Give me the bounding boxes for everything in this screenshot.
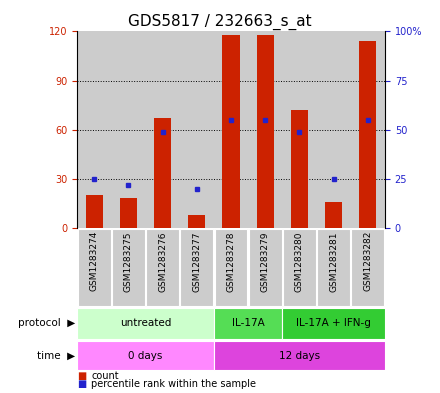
- Text: GDS5817 / 232663_s_at: GDS5817 / 232663_s_at: [128, 14, 312, 30]
- Bar: [188, 215, 205, 228]
- FancyBboxPatch shape: [282, 308, 385, 339]
- Bar: [154, 118, 171, 228]
- Text: IL-17A: IL-17A: [232, 318, 264, 328]
- Text: 12 days: 12 days: [279, 351, 320, 361]
- Text: untreated: untreated: [120, 318, 171, 328]
- FancyBboxPatch shape: [112, 229, 145, 306]
- Text: ■: ■: [77, 371, 86, 381]
- Bar: [291, 110, 308, 228]
- Bar: [120, 198, 137, 228]
- Text: IL-17A + IFN-g: IL-17A + IFN-g: [296, 318, 371, 328]
- Bar: [223, 35, 239, 228]
- Text: ■: ■: [77, 379, 86, 389]
- FancyBboxPatch shape: [180, 229, 213, 306]
- Text: GSM1283275: GSM1283275: [124, 231, 133, 292]
- FancyBboxPatch shape: [215, 229, 247, 306]
- Text: GSM1283277: GSM1283277: [192, 231, 201, 292]
- FancyBboxPatch shape: [146, 229, 179, 306]
- Text: count: count: [91, 371, 119, 381]
- FancyBboxPatch shape: [214, 308, 282, 339]
- Bar: [146, 31, 180, 228]
- Text: GSM1283278: GSM1283278: [227, 231, 235, 292]
- FancyBboxPatch shape: [352, 229, 384, 306]
- Text: GSM1283281: GSM1283281: [329, 231, 338, 292]
- FancyBboxPatch shape: [214, 341, 385, 370]
- FancyBboxPatch shape: [249, 229, 282, 306]
- Text: GSM1283276: GSM1283276: [158, 231, 167, 292]
- Bar: [214, 31, 248, 228]
- Bar: [248, 31, 282, 228]
- Bar: [359, 41, 377, 228]
- Text: GSM1283280: GSM1283280: [295, 231, 304, 292]
- Bar: [282, 31, 316, 228]
- FancyBboxPatch shape: [317, 229, 350, 306]
- Bar: [77, 31, 111, 228]
- Text: 0 days: 0 days: [128, 351, 163, 361]
- Bar: [180, 31, 214, 228]
- FancyBboxPatch shape: [283, 229, 316, 306]
- Text: GSM1283282: GSM1283282: [363, 231, 372, 292]
- Text: GSM1283279: GSM1283279: [261, 231, 270, 292]
- FancyBboxPatch shape: [78, 229, 110, 306]
- FancyBboxPatch shape: [77, 341, 214, 370]
- Bar: [316, 31, 351, 228]
- Bar: [351, 31, 385, 228]
- Text: GSM1283274: GSM1283274: [90, 231, 99, 292]
- Bar: [85, 195, 103, 228]
- Text: protocol  ▶: protocol ▶: [18, 318, 75, 328]
- Text: percentile rank within the sample: percentile rank within the sample: [91, 379, 256, 389]
- Bar: [257, 35, 274, 228]
- Bar: [325, 202, 342, 228]
- Bar: [111, 31, 146, 228]
- FancyBboxPatch shape: [77, 308, 214, 339]
- Text: time  ▶: time ▶: [37, 351, 75, 361]
